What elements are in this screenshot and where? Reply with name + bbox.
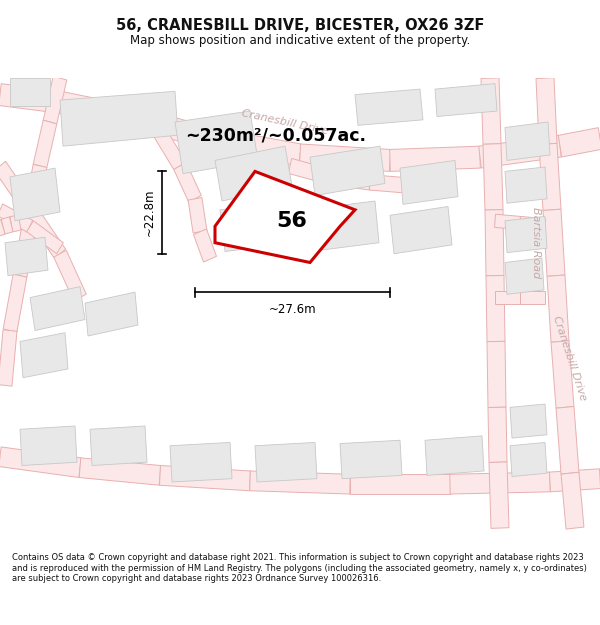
Polygon shape [435,84,497,116]
Polygon shape [128,106,212,149]
Polygon shape [10,168,60,221]
Polygon shape [289,159,332,184]
Polygon shape [510,404,547,438]
Polygon shape [425,436,484,476]
Polygon shape [0,330,17,386]
Polygon shape [33,120,57,168]
Polygon shape [194,229,217,262]
Polygon shape [400,161,458,204]
Polygon shape [188,198,207,233]
Polygon shape [10,215,21,232]
Polygon shape [175,111,258,174]
Polygon shape [305,201,379,251]
Polygon shape [561,472,584,529]
Polygon shape [54,250,86,301]
Polygon shape [43,76,67,124]
Text: Cranesbill Drive: Cranesbill Drive [241,108,329,136]
Polygon shape [539,143,561,211]
Polygon shape [5,238,48,276]
Polygon shape [547,275,569,342]
Polygon shape [355,89,423,125]
Polygon shape [389,146,481,171]
Text: 56: 56 [277,211,307,231]
Polygon shape [208,127,302,166]
Polygon shape [215,171,355,262]
Polygon shape [60,91,178,146]
Polygon shape [505,167,547,203]
Polygon shape [299,144,391,171]
Polygon shape [550,469,600,492]
Polygon shape [310,146,385,196]
Polygon shape [483,144,503,210]
Text: Map shows position and indicative extent of the property.: Map shows position and indicative extent… [130,34,470,47]
Polygon shape [450,472,550,494]
Polygon shape [215,146,292,201]
Polygon shape [3,274,27,332]
Polygon shape [558,127,600,157]
Polygon shape [488,407,507,462]
Polygon shape [536,78,557,144]
Polygon shape [0,204,32,232]
Polygon shape [505,216,547,252]
Polygon shape [495,291,520,304]
Polygon shape [170,442,232,482]
Polygon shape [250,471,350,494]
Polygon shape [90,426,147,466]
Polygon shape [390,206,452,254]
Polygon shape [510,442,547,476]
Polygon shape [505,122,550,161]
Polygon shape [20,426,77,466]
Polygon shape [220,201,295,251]
Polygon shape [26,221,64,254]
Polygon shape [505,258,544,294]
Polygon shape [160,466,250,491]
Text: Contains OS data © Crown copyright and database right 2021. This information is : Contains OS data © Crown copyright and d… [12,553,587,583]
Polygon shape [1,217,13,234]
Polygon shape [494,214,520,229]
Text: 56, CRANESBILL DRIVE, BICESTER, OX26 3ZF: 56, CRANESBILL DRIVE, BICESTER, OX26 3ZF [116,18,484,32]
Polygon shape [410,178,451,196]
Text: ~27.6m: ~27.6m [269,303,316,316]
Polygon shape [25,205,65,258]
Polygon shape [485,209,504,276]
Polygon shape [350,474,450,494]
Polygon shape [487,341,506,408]
Polygon shape [0,447,81,478]
Polygon shape [23,164,47,222]
Polygon shape [489,462,509,528]
Text: ~22.8m: ~22.8m [143,189,156,236]
Polygon shape [154,129,186,170]
Polygon shape [370,175,410,193]
Polygon shape [543,209,565,276]
Polygon shape [520,216,545,232]
Polygon shape [85,292,138,336]
Text: ~230m²/~0.057ac.: ~230m²/~0.057ac. [185,126,366,144]
Polygon shape [551,341,574,408]
Polygon shape [556,406,579,474]
Text: Cranesbill Drive: Cranesbill Drive [551,314,589,402]
Polygon shape [20,332,68,378]
Polygon shape [479,135,561,168]
Polygon shape [79,458,161,485]
Polygon shape [340,440,402,479]
Polygon shape [329,169,371,190]
Polygon shape [255,442,317,482]
Polygon shape [0,161,35,214]
Polygon shape [486,276,505,342]
Text: Bartsia Road: Bartsia Road [531,207,541,278]
Polygon shape [0,84,61,113]
Polygon shape [0,219,5,237]
Polygon shape [481,78,501,144]
Polygon shape [30,287,85,331]
Polygon shape [13,219,37,277]
Polygon shape [520,291,545,304]
Polygon shape [58,91,132,128]
Polygon shape [10,78,50,106]
Polygon shape [174,162,201,202]
